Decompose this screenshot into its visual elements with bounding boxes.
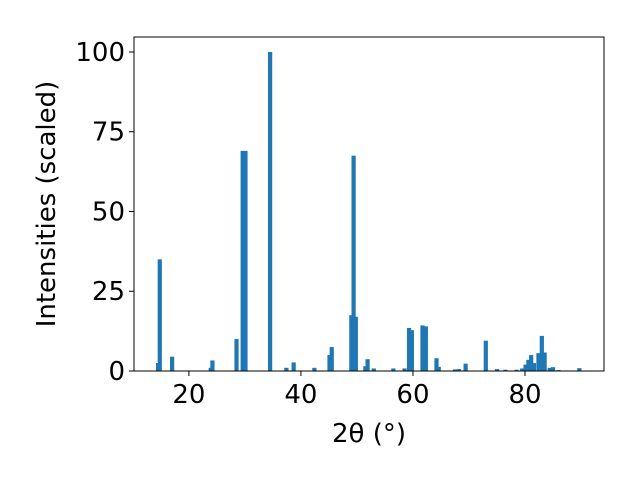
x-tick-label: 20 [172, 380, 205, 410]
bar [483, 340, 488, 371]
x-tick-label: 60 [396, 380, 429, 410]
bar [536, 353, 541, 371]
bar [531, 363, 537, 371]
bar [526, 359, 531, 371]
bar [365, 359, 370, 371]
x-tick-label: 40 [284, 380, 317, 410]
bar [434, 358, 439, 371]
bar [351, 155, 356, 371]
bar [406, 327, 412, 371]
x-axis-label: 2θ (°) [332, 419, 406, 449]
bar [456, 369, 462, 371]
bar [539, 335, 544, 371]
bar [312, 367, 317, 371]
x-tick-label: 80 [508, 380, 541, 410]
bar [291, 362, 296, 371]
bar [240, 150, 245, 371]
bar [327, 355, 332, 371]
bar [520, 368, 525, 371]
bar [402, 368, 407, 371]
bar [391, 368, 396, 371]
y-tick-label: 75 [92, 118, 125, 148]
y-tick-label: 0 [108, 357, 125, 387]
bar [371, 368, 376, 371]
bar [268, 51, 273, 371]
bar [542, 352, 547, 371]
y-tick-label: 50 [92, 197, 125, 227]
bar [409, 330, 414, 371]
bar [494, 369, 500, 371]
y-tick-label: 25 [92, 277, 125, 307]
bar [234, 339, 239, 371]
bar [157, 259, 162, 371]
bar [363, 366, 368, 371]
bar [523, 364, 528, 371]
bar [210, 360, 215, 371]
plot-frame [133, 36, 605, 372]
bar [243, 150, 248, 371]
y-axis-label: Intensities (scaled) [32, 81, 62, 328]
bar [547, 367, 552, 371]
bar [452, 369, 458, 371]
bar [420, 325, 425, 371]
y-tick-label: 100 [75, 38, 125, 68]
bar [577, 368, 582, 371]
bar [169, 356, 175, 371]
bar [463, 363, 468, 371]
bar [353, 316, 358, 371]
bar [529, 355, 534, 371]
bar [284, 367, 289, 371]
bar [514, 369, 519, 371]
bar [550, 367, 556, 371]
bar [349, 315, 354, 371]
bar [423, 326, 428, 371]
bar [436, 366, 441, 371]
bar [503, 369, 508, 371]
bar [329, 347, 334, 371]
